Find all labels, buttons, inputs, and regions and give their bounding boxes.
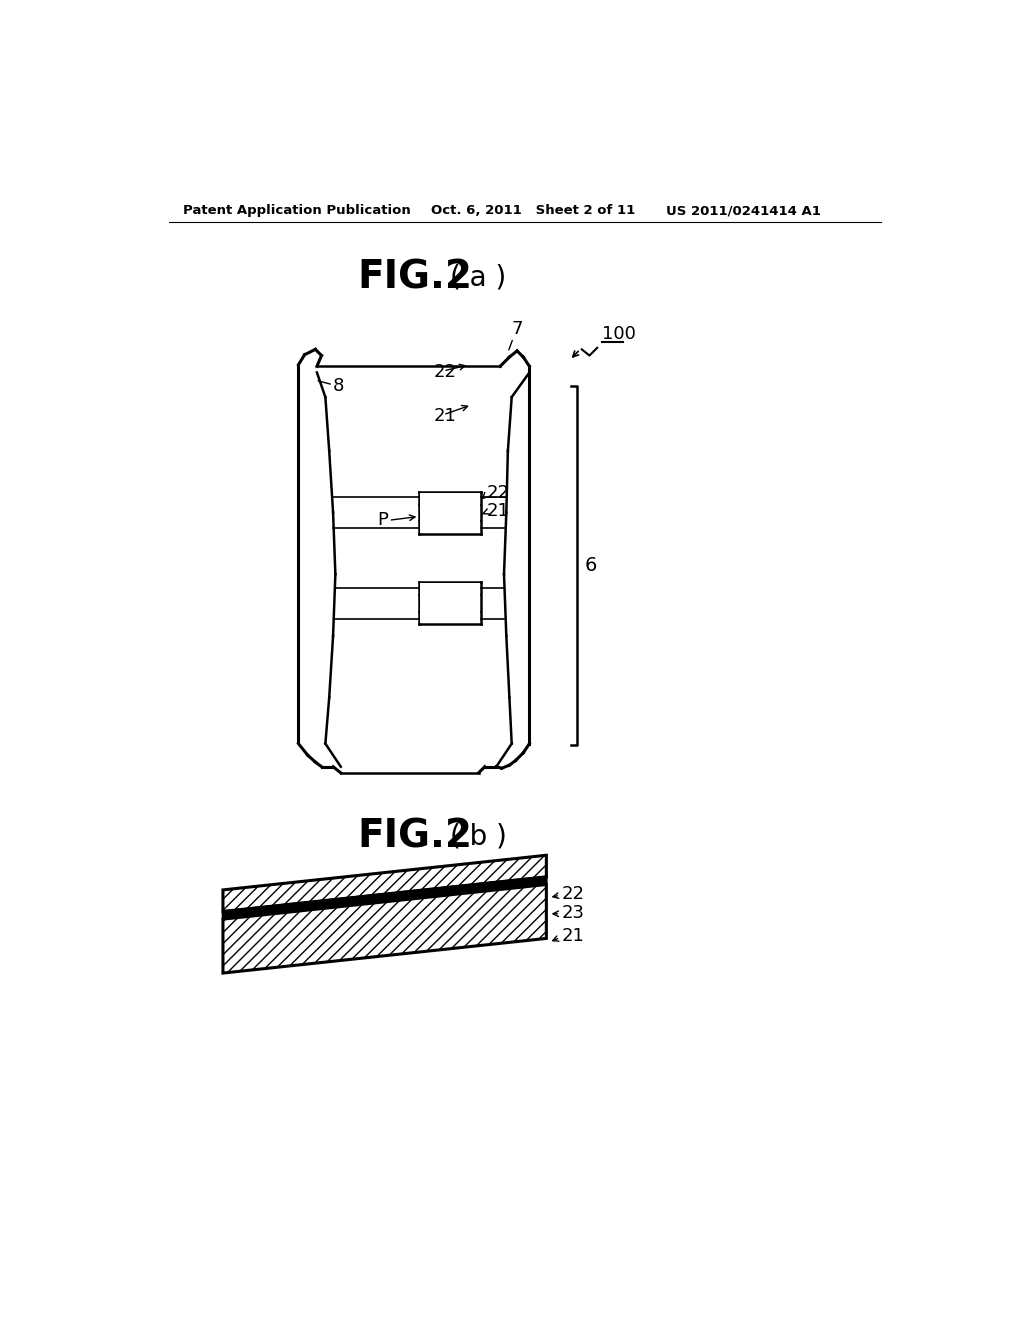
Polygon shape bbox=[420, 582, 480, 623]
Polygon shape bbox=[223, 855, 547, 911]
Text: FIG.2: FIG.2 bbox=[357, 817, 473, 855]
Text: 8: 8 bbox=[333, 378, 344, 395]
Text: Oct. 6, 2011   Sheet 2 of 11: Oct. 6, 2011 Sheet 2 of 11 bbox=[431, 205, 635, 218]
Text: ( a ): ( a ) bbox=[451, 264, 506, 292]
Text: 22: 22 bbox=[433, 363, 456, 381]
Text: 22: 22 bbox=[562, 884, 585, 903]
Text: 21: 21 bbox=[562, 927, 585, 945]
Text: ( b ): ( b ) bbox=[451, 822, 507, 850]
Text: P: P bbox=[377, 511, 388, 529]
Polygon shape bbox=[420, 492, 480, 533]
Text: FIG.2: FIG.2 bbox=[357, 259, 473, 297]
Text: 22: 22 bbox=[486, 484, 509, 503]
Text: US 2011/0241414 A1: US 2011/0241414 A1 bbox=[666, 205, 820, 218]
Text: 23: 23 bbox=[562, 904, 585, 921]
Polygon shape bbox=[223, 876, 547, 919]
Text: 21: 21 bbox=[433, 408, 456, 425]
Polygon shape bbox=[223, 884, 547, 973]
Text: 6: 6 bbox=[585, 556, 597, 574]
Text: Patent Application Publication: Patent Application Publication bbox=[183, 205, 411, 218]
Text: 100: 100 bbox=[602, 325, 636, 343]
Text: 7: 7 bbox=[512, 321, 523, 338]
Text: 21: 21 bbox=[486, 502, 509, 520]
